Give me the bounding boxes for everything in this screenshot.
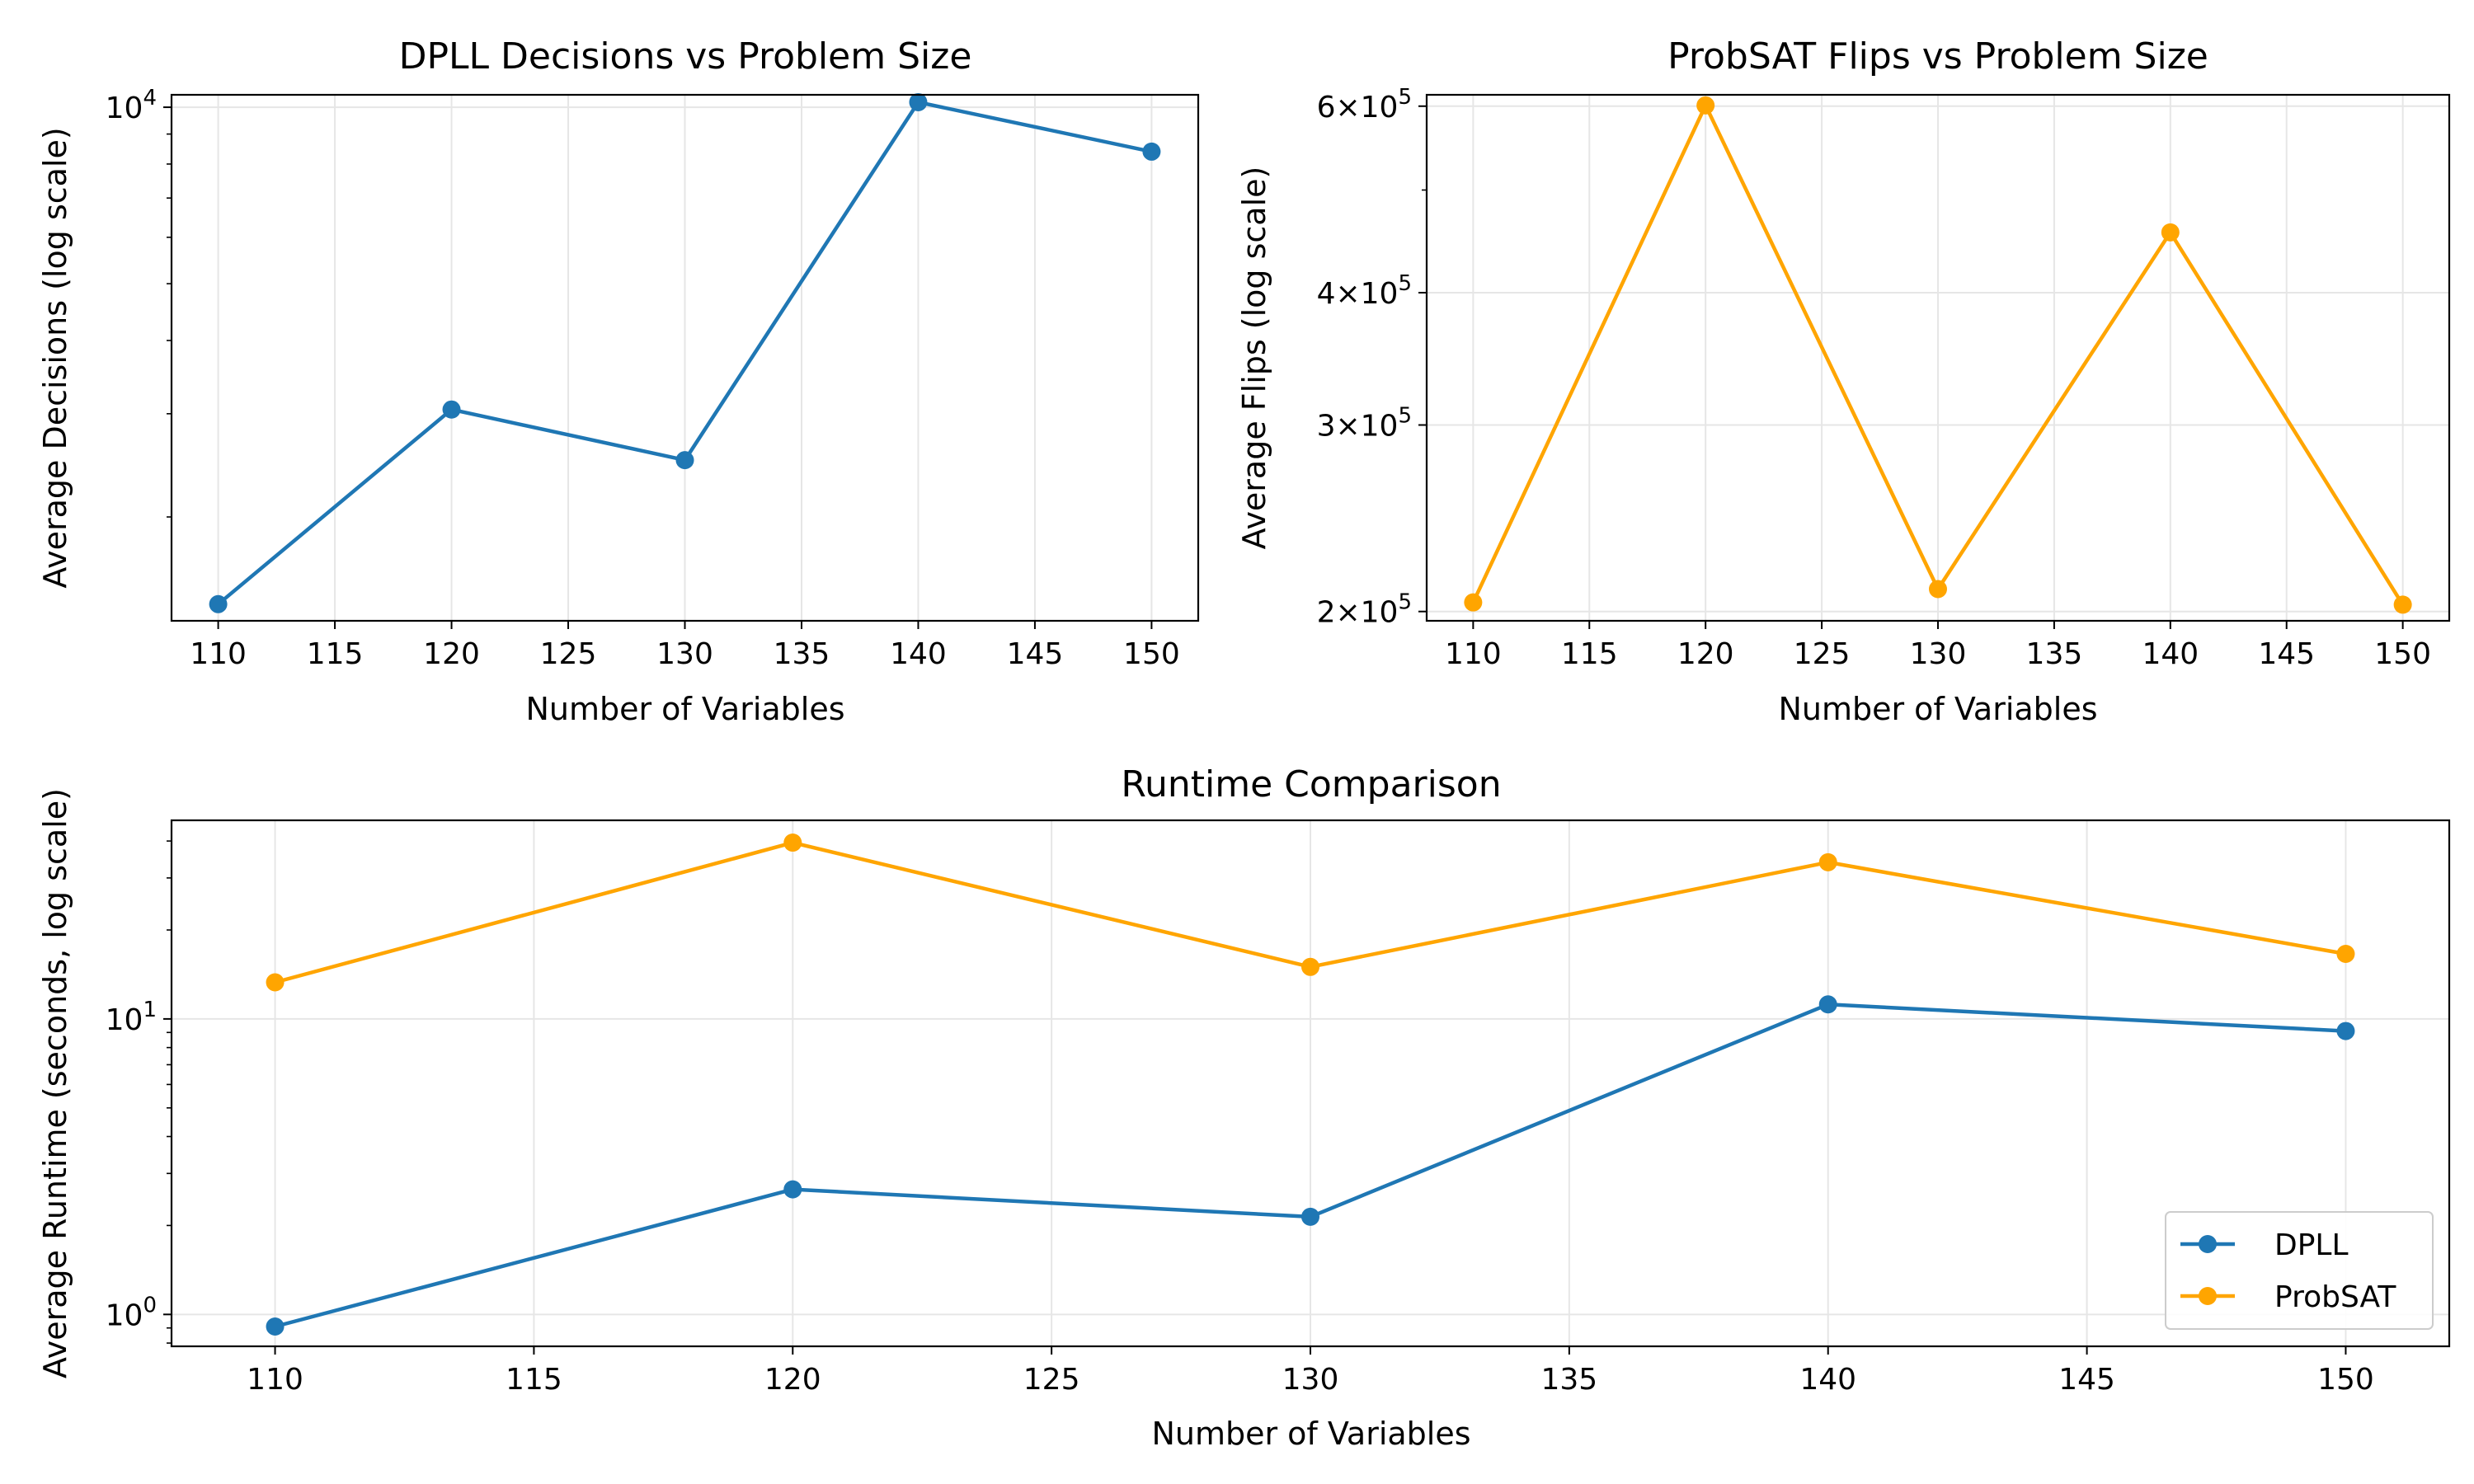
data-point xyxy=(2161,223,2180,242)
tick-label: 150 xyxy=(2374,637,2431,671)
tick-label: 115 xyxy=(1561,637,1618,671)
tick-label: 125 xyxy=(540,637,597,671)
tick-label: 2×105 xyxy=(1317,590,1412,630)
series-markers xyxy=(1464,96,2412,614)
series-markers xyxy=(209,92,1161,613)
tick-label: 125 xyxy=(1023,1363,1080,1397)
data-point xyxy=(675,451,694,470)
tick-label: 115 xyxy=(307,637,364,671)
y-axis-label: Average Flips (log scale) xyxy=(1236,167,1272,550)
legend-label-probsat: ProbSAT xyxy=(2274,1280,2396,1314)
data-point xyxy=(783,834,802,852)
data-point xyxy=(1818,995,1837,1014)
tick-label: 150 xyxy=(1123,637,1180,671)
chart-title: Runtime Comparison xyxy=(1121,763,1501,805)
tick-label: 120 xyxy=(764,1363,821,1397)
tick-label: 120 xyxy=(1677,637,1734,671)
y-axis-ticks: 104 xyxy=(106,86,172,518)
tick-label: 110 xyxy=(247,1363,303,1397)
legend-marker-probsat xyxy=(2199,1287,2217,1305)
x-axis-ticks: 110 115 120 125 130 135 140 145 150 xyxy=(190,621,1180,671)
data-point xyxy=(266,1317,285,1336)
data-point xyxy=(266,973,285,992)
chart-runtime-comparison: Runtime Comparison 110 115 120 125 130 135 140… xyxy=(37,763,2451,1452)
tick-label: 3×105 xyxy=(1317,404,1412,444)
x-axis-ticks: 110 115 120 125 130 135 140 145 150 xyxy=(1445,621,2431,671)
data-point xyxy=(1142,142,1161,161)
data-point xyxy=(783,1180,802,1199)
x-axis-ticks: 110 115 120 125 130 135 140 145 150 xyxy=(247,1346,2374,1397)
x-axis-label: Number of Variables xyxy=(1151,1416,1470,1452)
tick-label: 130 xyxy=(1282,1363,1339,1397)
chart-probsat-flips: ProbSAT Flips vs Problem Size 110 115 120 1… xyxy=(1236,35,2451,727)
data-point xyxy=(2393,595,2412,614)
x-axis-label: Number of Variables xyxy=(1778,691,2097,727)
chart-dpll-decisions: DPLL Decisions vs Problem Size 110 115 120… xyxy=(37,35,1200,727)
y-axis-ticks: 2×105 3×105 4×105 6×105 xyxy=(1317,85,1427,630)
data-point xyxy=(442,400,461,419)
tick-label: 110 xyxy=(190,637,247,671)
data-point xyxy=(1929,580,1947,599)
chart-title: ProbSAT Flips vs Problem Size xyxy=(1667,35,2208,77)
tick-label: 140 xyxy=(2142,637,2199,671)
legend: DPLL ProbSAT xyxy=(2165,1211,2434,1330)
series-markers xyxy=(266,834,2355,1336)
data-point xyxy=(909,92,928,111)
tick-label: 140 xyxy=(890,637,947,671)
tick-label: 135 xyxy=(2026,637,2083,671)
data-point xyxy=(2336,1021,2355,1040)
legend-label-dpll: DPLL xyxy=(2274,1228,2349,1262)
tick-label: 104 xyxy=(106,86,157,125)
data-point xyxy=(1301,957,1319,976)
tick-label: 125 xyxy=(1794,637,1851,671)
y-axis-ticks: 100 101 xyxy=(106,840,172,1344)
tick-label: 140 xyxy=(1799,1363,1856,1397)
tick-label: 150 xyxy=(2317,1363,2374,1397)
tick-label: 130 xyxy=(656,637,713,671)
data-point xyxy=(209,594,228,613)
data-point xyxy=(1696,96,1715,115)
tick-label: 135 xyxy=(1541,1363,1598,1397)
grid xyxy=(172,820,2449,1346)
tick-label: 100 xyxy=(106,1293,157,1332)
tick-label: 145 xyxy=(1007,637,1064,671)
tick-label: 115 xyxy=(506,1363,562,1397)
data-point xyxy=(1818,852,1837,871)
data-point xyxy=(1464,593,1483,612)
chart-title: DPLL Decisions vs Problem Size xyxy=(399,35,972,77)
tick-label: 110 xyxy=(1445,637,1502,671)
x-axis-label: Number of Variables xyxy=(525,691,844,727)
tick-label: 145 xyxy=(2058,1363,2115,1397)
data-point xyxy=(1301,1207,1319,1226)
tick-label: 135 xyxy=(774,637,830,671)
tick-label: 120 xyxy=(423,637,480,671)
tick-label: 145 xyxy=(2258,637,2315,671)
data-point xyxy=(2336,945,2355,964)
y-axis-label: Average Runtime (seconds, log scale) xyxy=(37,788,73,1378)
legend-marker-dpll xyxy=(2199,1235,2217,1253)
grid xyxy=(172,95,1198,621)
grid xyxy=(1427,95,2449,621)
tick-label: 101 xyxy=(106,998,157,1037)
y-axis-label: Average Decisions (log scale) xyxy=(37,127,73,588)
tick-label: 4×105 xyxy=(1317,271,1412,311)
tick-label: 130 xyxy=(1910,637,1967,671)
tick-label: 6×105 xyxy=(1317,85,1412,124)
legend-box xyxy=(2165,1211,2434,1330)
